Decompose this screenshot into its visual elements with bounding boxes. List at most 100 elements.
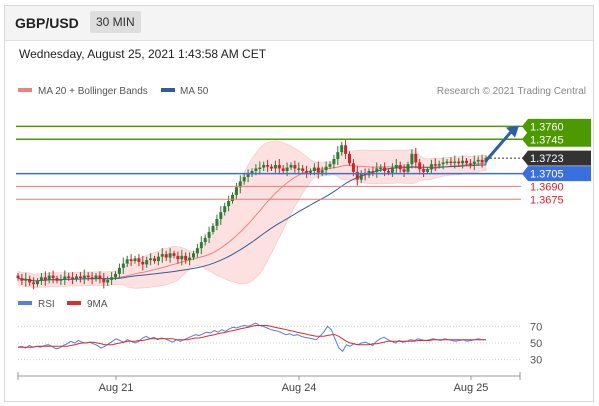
candle-body xyxy=(410,153,414,165)
candle-body xyxy=(465,160,468,164)
candle-body xyxy=(234,187,238,195)
candle-body xyxy=(348,153,351,164)
candle-body xyxy=(36,280,39,285)
candle-body xyxy=(480,159,484,163)
candle-body xyxy=(293,165,297,169)
ma9-legend-label: 9MA xyxy=(87,299,108,310)
level-tag xyxy=(522,118,591,134)
ma20-legend-swatch xyxy=(18,88,32,92)
timeframe-badge[interactable]: 30 MIN xyxy=(90,11,141,33)
candle-body xyxy=(262,165,266,168)
candle-body xyxy=(445,161,449,164)
candle-body xyxy=(402,169,406,172)
rsi-line xyxy=(17,322,486,353)
candle-body xyxy=(160,254,164,257)
candle-body xyxy=(309,171,312,173)
candle-body xyxy=(281,168,285,171)
candle-body xyxy=(277,165,281,169)
candle-body xyxy=(180,255,184,260)
rsi-tick-label: 30 xyxy=(530,355,542,367)
rsi-tick-label: 70 xyxy=(530,321,542,333)
candle-body xyxy=(211,225,215,232)
candle-body xyxy=(90,277,94,279)
candle-body xyxy=(336,152,340,159)
rsi-legend-label: RSI xyxy=(38,299,55,310)
candle-body xyxy=(379,167,383,170)
candle-body xyxy=(86,275,90,278)
candle-body xyxy=(114,273,117,278)
level-label: 1.3675 xyxy=(530,194,564,206)
level-tag xyxy=(522,150,591,166)
level-label: 1.3723 xyxy=(530,153,564,165)
candle-body xyxy=(137,258,141,262)
candle-body xyxy=(351,163,355,172)
candle-body xyxy=(215,219,219,226)
chart-header: GBP/USD 30 MIN xyxy=(5,6,593,41)
candle-body xyxy=(394,165,398,168)
ma20-legend-label: MA 20 + Bollinger Bands xyxy=(38,86,148,97)
candle-body xyxy=(227,201,231,207)
candle-body xyxy=(328,164,332,167)
candle-body xyxy=(301,168,305,171)
rsi-ma-line xyxy=(18,325,486,348)
candle-body xyxy=(332,159,336,165)
candle-body xyxy=(441,162,445,165)
x-tick-label: Aug 24 xyxy=(282,382,317,394)
candle-body xyxy=(426,169,429,172)
candle-body xyxy=(476,159,480,162)
candle-body xyxy=(324,166,328,171)
candle-body xyxy=(344,145,348,154)
candle-body xyxy=(355,171,359,180)
candle-body xyxy=(59,279,63,281)
candle-body xyxy=(461,160,465,164)
candle-body xyxy=(449,161,453,164)
candle-body xyxy=(106,279,110,283)
candle-body xyxy=(153,258,156,261)
candle-body xyxy=(468,163,472,165)
candle-body xyxy=(242,177,246,182)
candle-body xyxy=(184,255,188,261)
candle-body xyxy=(102,279,106,283)
rsi-tick-label: 50 xyxy=(530,338,542,350)
candle-body xyxy=(156,256,160,261)
candle-body xyxy=(316,167,320,173)
candle-body xyxy=(433,164,437,166)
credit-label: Research © 2021 Trading Central xyxy=(437,86,586,97)
candle-body xyxy=(457,161,461,164)
ma50-legend-swatch xyxy=(161,88,175,92)
candle-body xyxy=(133,258,137,261)
candle-body xyxy=(172,253,176,256)
candle-body xyxy=(285,167,289,171)
x-tick-label: Aug 21 xyxy=(99,382,134,394)
candle-body xyxy=(188,257,192,261)
candle-body xyxy=(125,259,129,264)
candle-body xyxy=(312,167,316,171)
candle-body xyxy=(297,168,301,170)
price-panel xyxy=(16,140,488,290)
candle-body xyxy=(429,164,433,170)
candle-body xyxy=(75,276,78,279)
candle-body xyxy=(55,278,59,281)
candle-body xyxy=(231,195,234,201)
level-label: 1.3705 xyxy=(530,169,564,181)
candle-body xyxy=(437,164,441,166)
candle-body xyxy=(149,258,153,261)
candle-body xyxy=(195,248,199,254)
candle-body xyxy=(363,173,367,176)
candle-body xyxy=(266,165,270,167)
candle-body xyxy=(387,171,390,173)
candle-body xyxy=(94,275,98,279)
candle-body xyxy=(406,164,410,172)
candle-body xyxy=(43,277,47,280)
candle-body xyxy=(51,275,55,279)
candle-body xyxy=(168,253,172,258)
candle-body xyxy=(270,166,273,169)
level-tag xyxy=(522,131,591,147)
candle-body xyxy=(71,277,75,279)
candle-body xyxy=(422,169,426,172)
candle-body xyxy=(98,275,102,279)
candle-body xyxy=(24,279,28,281)
candle-body xyxy=(359,173,363,180)
